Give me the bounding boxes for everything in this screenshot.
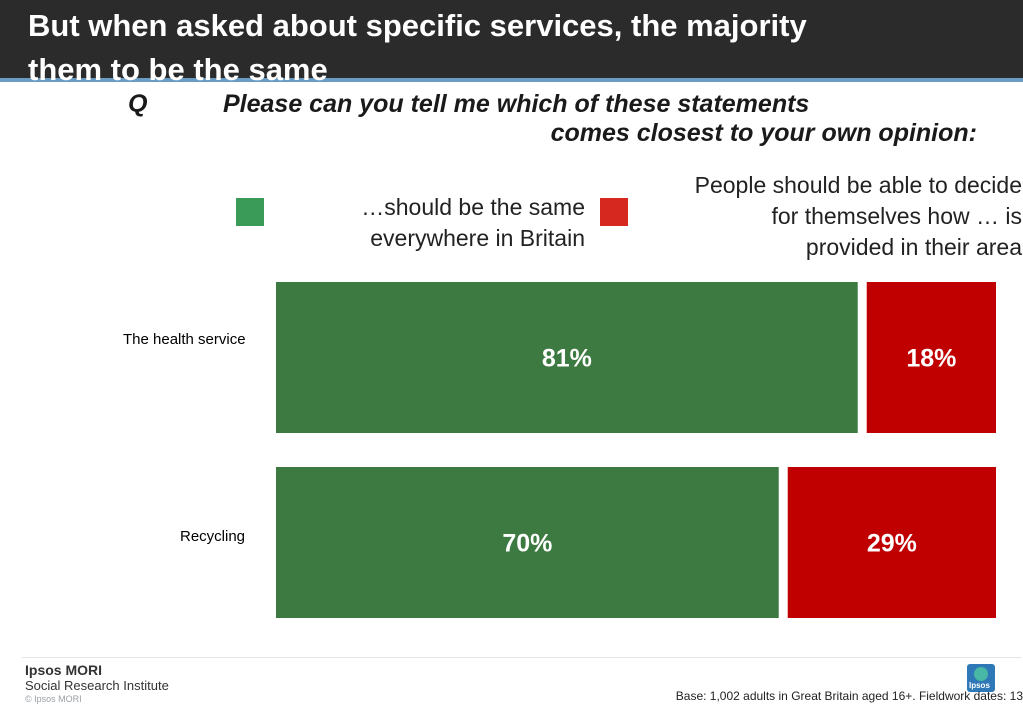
- ipsos-logo-icon: Ipsos: [967, 664, 995, 692]
- base-note: Base: 1,002 adults in Great Britain aged…: [675, 689, 1023, 703]
- data-label-same-1: 70%: [502, 530, 552, 558]
- legend-label-same: …should be the same everywhere in Britai…: [361, 192, 585, 254]
- bar-same-1: [276, 467, 779, 618]
- data-label-same-0: 81%: [542, 345, 592, 373]
- legend-label-decide: People should be able to decide for them…: [695, 170, 1022, 263]
- bar-decide-1: [787, 467, 996, 618]
- legend-label-same-line-1: …should be the same: [361, 194, 585, 220]
- question-text-line-1: Please can you tell me which of these st…: [223, 90, 810, 118]
- legend-swatch-same: [236, 198, 264, 226]
- legend-label-decide-line-2: for themselves how … is: [771, 203, 1022, 229]
- slide-title: But when asked about specific services, …: [28, 4, 1008, 92]
- category-label-health-service: The health service: [123, 331, 246, 348]
- category-label-recycling: Recycling: [180, 528, 246, 545]
- question-text-line-2: comes closest to your own opinion:: [550, 119, 977, 147]
- ipsos-logo-dot: [974, 667, 988, 681]
- bar-same-0: [276, 282, 858, 433]
- legend-swatch-decide: [600, 198, 628, 226]
- legend-label-decide-line-3: provided in their area: [805, 234, 1022, 260]
- data-label-decide-0: 18%: [906, 345, 956, 373]
- ipsos-logo-text: Ipsos: [969, 681, 990, 690]
- slide-title-line-1: But when asked about specific services, …: [28, 8, 807, 43]
- question-marker: Q: [128, 90, 148, 118]
- title-bar: But when asked about specific services, …: [0, 0, 1023, 87]
- data-label-decide-1: 29%: [867, 530, 917, 558]
- copyright-notice: © Ipsos MORI: [25, 694, 82, 704]
- legend-label-same-line-2: everywhere in Britain: [370, 225, 585, 251]
- ipsos-mori-logo-name: Ipsos MORI: [25, 662, 103, 678]
- slide-title-line-2: them to be the same: [28, 52, 328, 87]
- bar-decide-0: [866, 282, 996, 433]
- footer-divider: [22, 657, 1022, 658]
- legend-label-decide-line-1: People should be able to decide: [694, 172, 1022, 198]
- ipsos-mori-logo-subtitle: Social Research Institute: [25, 678, 169, 693]
